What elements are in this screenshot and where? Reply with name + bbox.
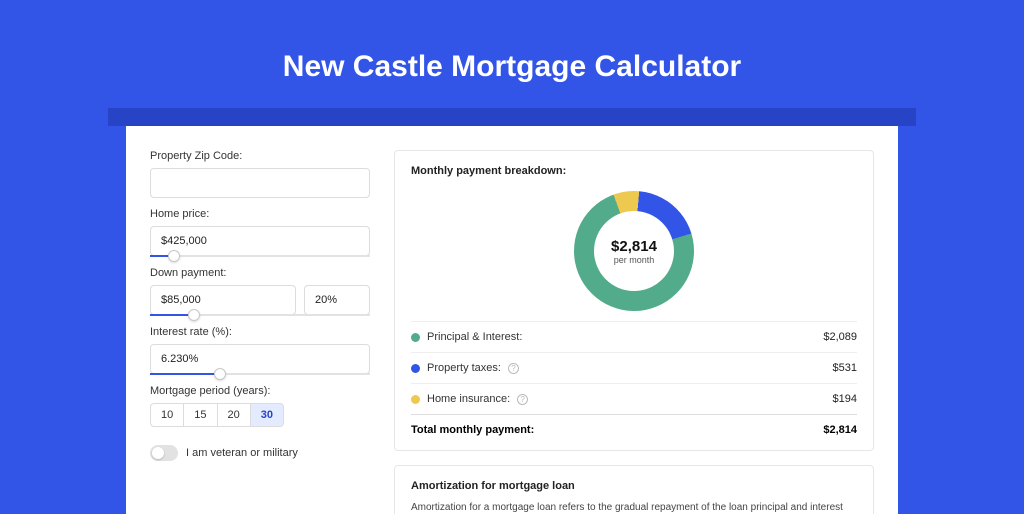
calculator-panel: Property Zip Code: Home price: $425,000 … xyxy=(126,126,898,514)
donut-sublabel: per month xyxy=(614,255,655,265)
down-payment-input[interactable]: $85,000 xyxy=(150,285,296,315)
legend-value-taxes: $531 xyxy=(833,362,857,374)
legend-dot-principal xyxy=(411,333,420,342)
home-price-slider[interactable] xyxy=(150,255,370,257)
donut-chart: $2,814 per month xyxy=(574,191,694,311)
legend-row-taxes: Property taxes:? $531 xyxy=(411,352,857,383)
legend-row-principal: Principal & Interest: $2,089 xyxy=(411,321,857,352)
period-button-15[interactable]: 15 xyxy=(184,403,217,427)
legend-dot-insurance xyxy=(411,395,420,404)
interest-rate-slider[interactable] xyxy=(150,373,370,375)
veteran-toggle[interactable] xyxy=(150,445,178,461)
legend-row-insurance: Home insurance:? $194 xyxy=(411,383,857,414)
down-payment-slider[interactable] xyxy=(150,314,370,316)
total-label: Total monthly payment: xyxy=(411,424,534,436)
results-column: Monthly payment breakdown: $2,814 per mo… xyxy=(390,150,874,514)
amortization-card: Amortization for mortgage loan Amortizat… xyxy=(394,465,874,514)
page-title: New Castle Mortgage Calculator xyxy=(0,50,1024,84)
legend-label-taxes: Property taxes: xyxy=(427,362,501,374)
total-value: $2,814 xyxy=(823,424,857,436)
mortgage-period-label: Mortgage period (years): xyxy=(150,385,370,397)
veteran-label: I am veteran or military xyxy=(186,447,298,459)
zip-input[interactable] xyxy=(150,168,370,198)
info-icon[interactable]: ? xyxy=(508,363,519,374)
down-payment-label: Down payment: xyxy=(150,267,370,279)
inputs-column: Property Zip Code: Home price: $425,000 … xyxy=(150,150,390,514)
info-icon[interactable]: ? xyxy=(517,394,528,405)
legend-label-insurance: Home insurance: xyxy=(427,393,510,405)
interest-rate-input[interactable]: 6.230% xyxy=(150,344,370,374)
period-button-10[interactable]: 10 xyxy=(150,403,184,427)
breakdown-title: Monthly payment breakdown: xyxy=(411,165,857,177)
period-button-20[interactable]: 20 xyxy=(218,403,251,427)
amortization-title: Amortization for mortgage loan xyxy=(411,480,857,492)
mortgage-period-group: 10152030 xyxy=(150,403,370,427)
zip-label: Property Zip Code: xyxy=(150,150,370,162)
panel-top-shadow xyxy=(108,108,916,126)
legend-label-principal: Principal & Interest: xyxy=(427,331,522,343)
home-price-label: Home price: xyxy=(150,208,370,220)
legend-value-insurance: $194 xyxy=(833,393,857,405)
home-price-input[interactable]: $425,000 xyxy=(150,226,370,256)
interest-rate-label: Interest rate (%): xyxy=(150,326,370,338)
down-payment-pct-input[interactable]: 20% xyxy=(304,285,370,315)
breakdown-card: Monthly payment breakdown: $2,814 per mo… xyxy=(394,150,874,451)
period-button-30[interactable]: 30 xyxy=(251,403,284,427)
legend-dot-taxes xyxy=(411,364,420,373)
legend-value-principal: $2,089 xyxy=(823,331,857,343)
donut-amount: $2,814 xyxy=(611,238,657,255)
